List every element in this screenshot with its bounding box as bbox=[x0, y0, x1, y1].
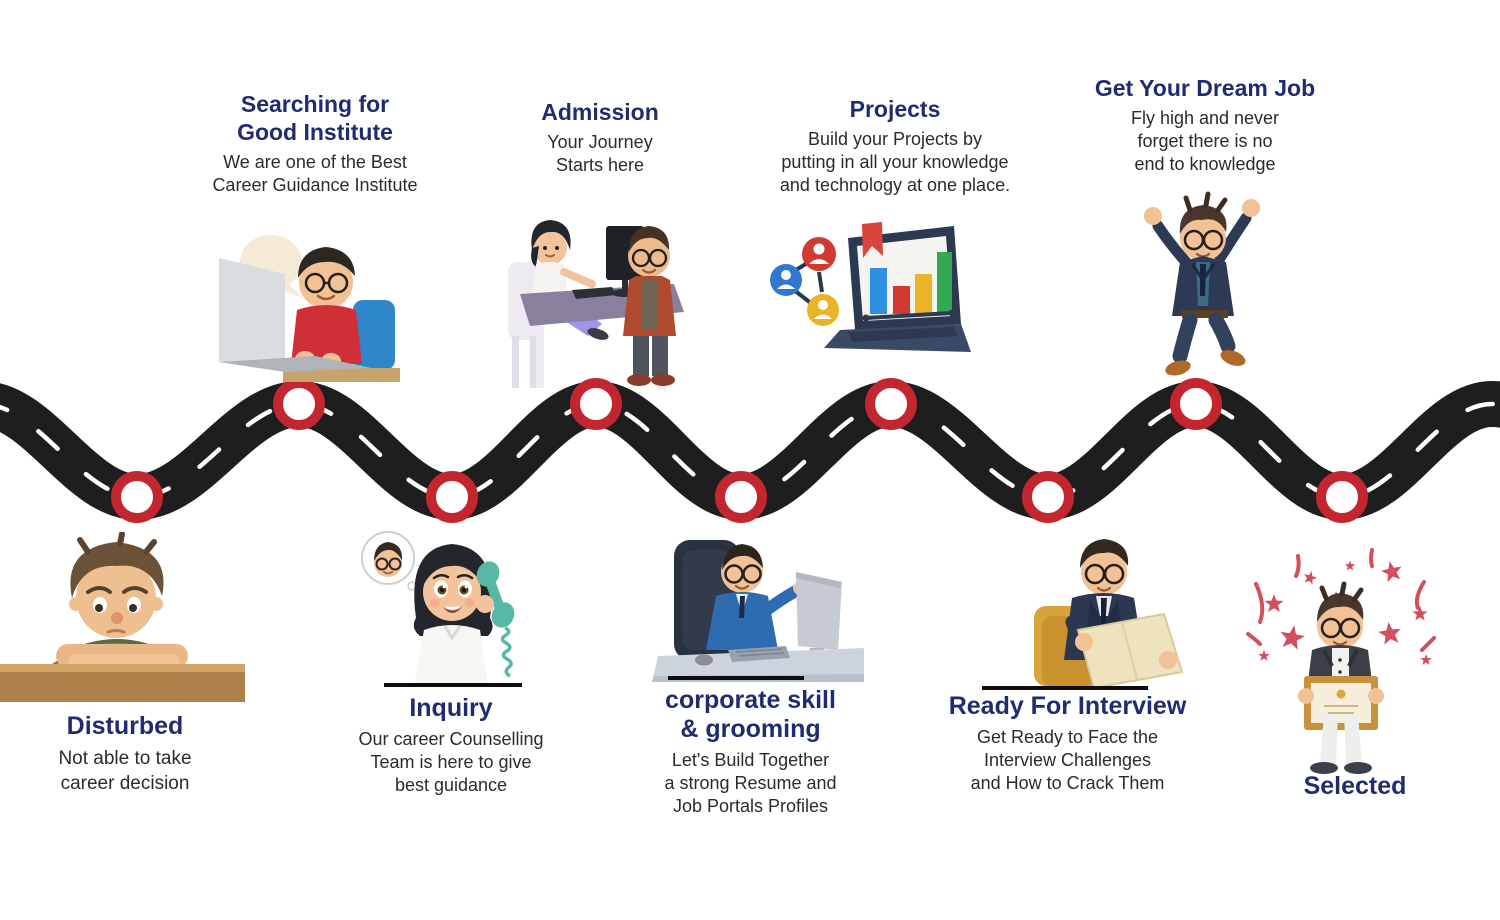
road-marker bbox=[111, 471, 163, 523]
road-marker bbox=[1316, 471, 1368, 523]
stage-admission-title: Admission bbox=[541, 99, 659, 125]
stage-dreamjob-title: Get Your Dream Job bbox=[1094, 75, 1316, 101]
stage-admission: Admission Your Journey Starts here bbox=[475, 98, 725, 177]
man-reading-document-illustration bbox=[1034, 539, 1184, 688]
stage-selected: Selected bbox=[1270, 772, 1440, 801]
stage-inquiry: Inquiry Our career Counselling Team is h… bbox=[331, 694, 571, 797]
stage-disturbed-title: Disturbed bbox=[66, 712, 184, 740]
inquiry-underline bbox=[384, 683, 522, 687]
road-centerline-dashes bbox=[0, 401, 1500, 500]
stage-searching: Searching for Good Institute We are one … bbox=[155, 90, 475, 197]
stage-inquiry-title: Inquiry bbox=[409, 694, 493, 722]
road-markers bbox=[111, 378, 1368, 523]
stage-dreamjob-desc: Fly high and never forget there is no en… bbox=[1130, 108, 1280, 174]
stage-interview: Ready For Interview Get Ready to Face th… bbox=[930, 692, 1205, 795]
laptop-bar-chart-illustration bbox=[770, 222, 971, 352]
boy-with-certificate-illustration bbox=[1246, 548, 1436, 774]
counsellor-on-phone-illustration bbox=[361, 531, 515, 686]
road-marker bbox=[1170, 378, 1222, 430]
stage-corporate-desc: Let's Build Together a strong Resume and… bbox=[664, 750, 837, 816]
stage-projects: Projects Build your Projects by putting … bbox=[710, 95, 1080, 197]
stage-admission-desc: Your Journey Starts here bbox=[547, 132, 653, 175]
stage-projects-title: Projects bbox=[849, 96, 941, 122]
sad-boy-at-desk-illustration bbox=[0, 532, 245, 702]
corporate-underline bbox=[668, 676, 804, 680]
stage-disturbed-desc: Not able to take career decision bbox=[58, 748, 192, 794]
road-marker bbox=[273, 378, 325, 430]
stage-projects-desc: Build your Projects by putting in all yo… bbox=[779, 129, 1011, 195]
stage-corporate-title: corporate skill & grooming bbox=[665, 686, 836, 743]
stage-interview-title: Ready For Interview bbox=[948, 692, 1187, 720]
man-at-computer-illustration bbox=[652, 540, 864, 682]
stage-dreamjob: Get Your Dream Job Fly high and never fo… bbox=[1040, 74, 1370, 176]
admission-desk-illustration bbox=[508, 220, 684, 390]
boy-with-laptop-illustration bbox=[219, 235, 400, 382]
stage-corporate: corporate skill & grooming Let's Build T… bbox=[628, 686, 873, 818]
road-marker bbox=[715, 471, 767, 523]
celebration-sparks bbox=[1246, 548, 1436, 652]
stage-searching-title: Searching for Good Institute bbox=[237, 91, 393, 145]
road-marker bbox=[570, 378, 622, 430]
stage-searching-desc: We are one of the Best Career Guidance I… bbox=[212, 152, 418, 195]
road-marker bbox=[1022, 471, 1074, 523]
stage-inquiry-desc: Our career Counselling Team is here to g… bbox=[358, 729, 544, 795]
road-marker bbox=[865, 378, 917, 430]
jumping-boy-illustration bbox=[1144, 191, 1260, 376]
stage-interview-desc: Get Ready to Face the Interview Challeng… bbox=[970, 727, 1165, 793]
road-marker bbox=[426, 471, 478, 523]
interview-underline bbox=[982, 686, 1148, 690]
stage-selected-title: Selected bbox=[1303, 772, 1407, 800]
stage-disturbed: Disturbed Not able to take career decisi… bbox=[0, 712, 250, 796]
